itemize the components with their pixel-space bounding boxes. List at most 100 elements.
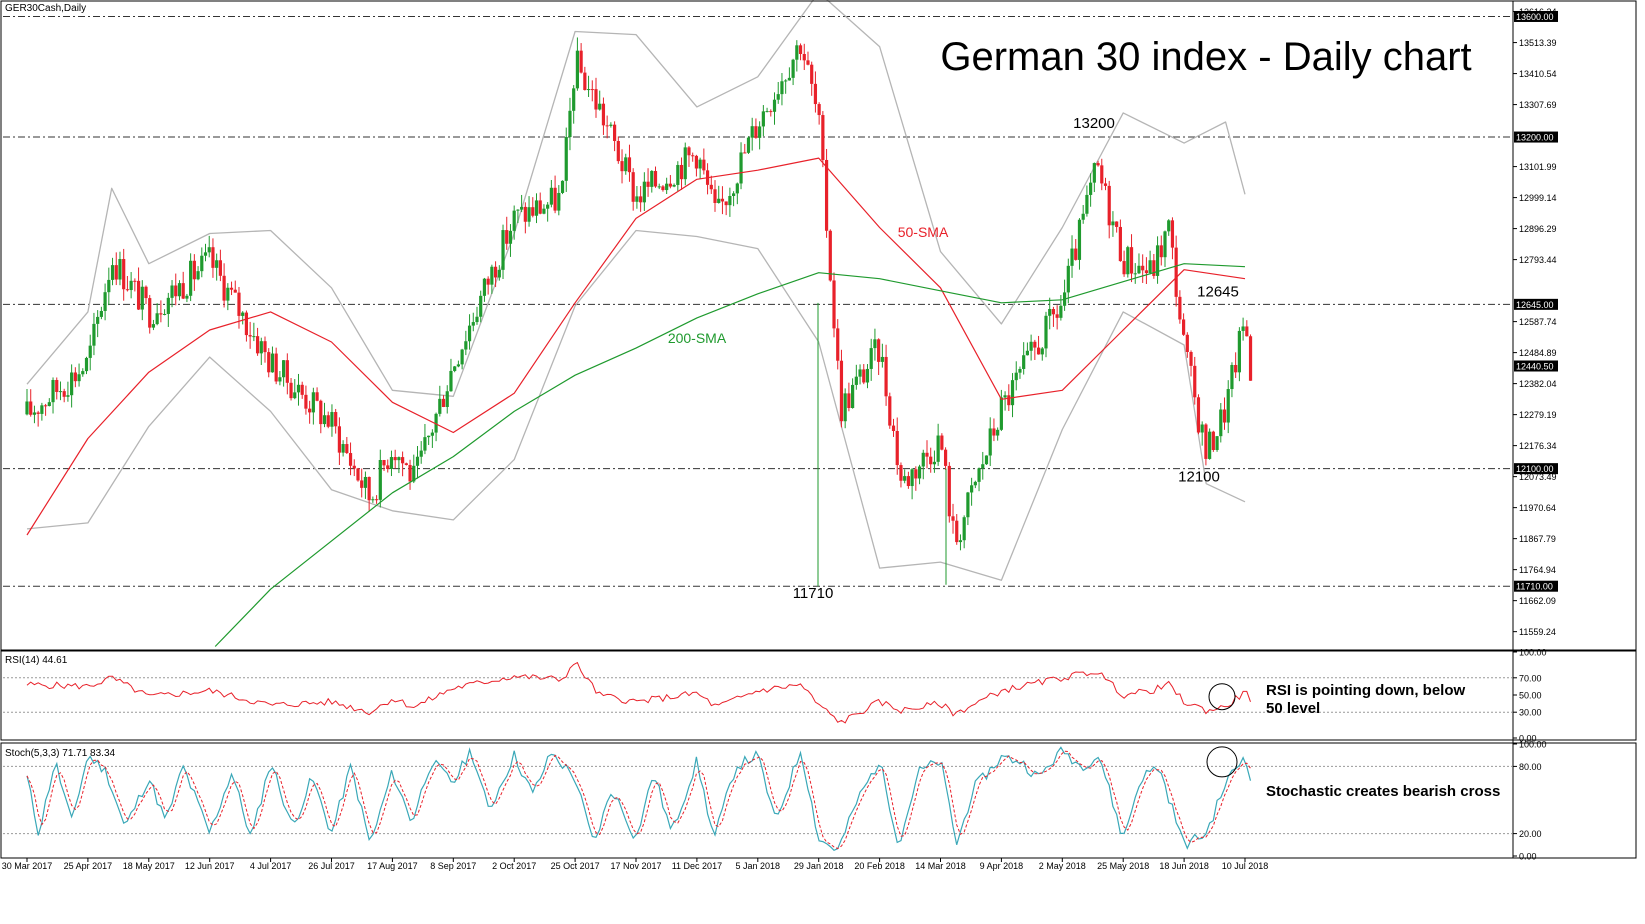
bullish-candle: [869, 348, 873, 369]
bearish-candle: [382, 459, 386, 466]
rsi-tick-label: 0.00: [1519, 734, 1537, 744]
bullish-candle: [903, 476, 907, 481]
bullish-candle: [1133, 273, 1137, 275]
bearish-candle: [943, 449, 948, 466]
bearish-candle: [1248, 336, 1253, 381]
bullish-candle: [761, 111, 765, 127]
bearish-candle: [992, 428, 996, 436]
bullish-candle: [981, 464, 985, 469]
bearish-candle: [267, 352, 271, 373]
price-level-box-label: 11710.00: [1516, 582, 1553, 592]
bearish-candle: [125, 289, 130, 291]
bullish-candle: [430, 432, 434, 436]
bullish-candle: [163, 313, 167, 315]
bullish-candle: [1163, 231, 1167, 258]
bearish-candle: [1115, 221, 1119, 227]
bearish-candle: [122, 259, 126, 290]
bullish-candle: [200, 255, 204, 272]
bearish-candle: [133, 280, 137, 282]
bearish-candle: [906, 476, 910, 487]
bearish-candle: [1141, 265, 1145, 271]
bearish-candle: [821, 115, 825, 160]
bullish-candle: [873, 339, 877, 349]
price-level-box: [1514, 131, 1558, 143]
bearish-candle: [367, 476, 371, 501]
bearish-candle: [720, 198, 725, 202]
bullish-candle: [910, 469, 914, 487]
bullish-candle: [215, 260, 219, 268]
level-annotation: 12100: [1178, 469, 1220, 486]
bullish-candle: [795, 45, 799, 60]
date-tick-label: 17 Nov 2017: [610, 861, 661, 871]
bullish-candle: [501, 230, 505, 270]
bullish-candle: [936, 435, 940, 462]
bullish-candle: [1230, 364, 1234, 390]
bullish-candle: [635, 196, 639, 202]
bullish-candle: [378, 459, 382, 500]
bullish-candle: [453, 366, 457, 371]
bullish-candle: [508, 230, 513, 244]
rsi-tick-label: 30.00: [1519, 708, 1542, 718]
bearish-candle: [639, 196, 643, 203]
bullish-candle: [118, 259, 122, 280]
bearish-candle: [583, 72, 587, 91]
price-level-box-label: 12100.00: [1516, 464, 1554, 474]
bearish-candle: [668, 183, 672, 187]
bullish-candle: [58, 391, 63, 393]
stoch-panel-border: [0, 742, 1637, 859]
bullish-candle: [1219, 409, 1223, 437]
price-level-box-label: 12645.00: [1516, 300, 1554, 310]
bearish-candle: [713, 189, 717, 203]
bearish-candle: [493, 266, 498, 278]
date-tick-label: 18 May 2017: [123, 861, 175, 871]
bearish-candle: [1055, 314, 1059, 318]
bullish-candle: [546, 204, 550, 209]
bearish-candle: [1174, 247, 1178, 297]
price-tick-label: 13513.39: [1519, 38, 1557, 48]
bullish-candle: [1155, 245, 1160, 276]
bearish-candle: [148, 298, 152, 328]
bearish-candle: [884, 356, 888, 397]
bearish-candle: [1007, 395, 1011, 406]
bullish-candle: [750, 126, 754, 138]
bearish-candle: [308, 408, 312, 413]
bullish-candle: [665, 183, 669, 191]
sma-line: [214, 263, 1246, 647]
price-tick-label: 12484.89: [1519, 348, 1557, 358]
price-tick-label: 11764.94: [1519, 565, 1556, 575]
main-panel-border: [0, 0, 1637, 651]
level-annotation: 11710: [793, 585, 834, 602]
bearish-candle: [393, 457, 397, 461]
bullish-candle: [787, 77, 791, 81]
bearish-candle: [345, 444, 349, 454]
bullish-candle: [397, 457, 401, 461]
bullish-candle: [241, 312, 245, 316]
bearish-candle: [337, 426, 341, 453]
bullish-candle: [549, 187, 553, 205]
bearish-candle: [1107, 185, 1111, 226]
bullish-candle: [512, 210, 516, 231]
bullish-candle: [1241, 326, 1245, 331]
bullish-candle: [758, 126, 762, 138]
bearish-candle: [802, 54, 806, 61]
price-tick-label: 12073.49: [1519, 472, 1557, 482]
bearish-candle: [862, 369, 866, 383]
bullish-candle: [880, 356, 884, 362]
bearish-candle: [687, 147, 691, 156]
stoch-label: Stoch(5,3,3) 71.71 83.34: [5, 748, 116, 759]
bearish-candle: [914, 469, 918, 479]
stoch-tick-label: 100.00: [1519, 740, 1547, 750]
bearish-candle: [73, 372, 77, 382]
bearish-candle: [694, 155, 699, 169]
date-tick-label: 25 Oct 2017: [551, 861, 600, 871]
bullish-candle: [1018, 368, 1022, 373]
bearish-candle: [1036, 347, 1041, 355]
bullish-candle: [560, 180, 565, 193]
bearish-candle: [114, 265, 118, 280]
bullish-candle: [932, 461, 937, 465]
bullish-candle: [449, 370, 453, 392]
bearish-candle: [579, 50, 583, 73]
bullish-candle: [151, 324, 156, 328]
bearish-candle: [702, 159, 706, 171]
